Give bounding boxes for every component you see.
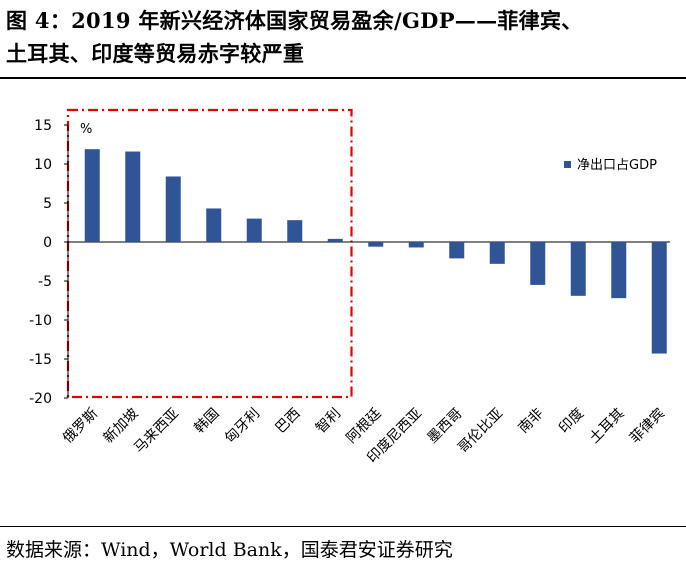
y-tick-label: -15	[29, 352, 52, 368]
legend-swatch	[564, 161, 571, 168]
x-tick-label: 智利	[313, 406, 344, 437]
x-tick-label: 菲律宾	[627, 406, 668, 447]
bar	[246, 218, 262, 242]
x-tick-label: 巴西	[272, 406, 303, 437]
title-divider	[0, 77, 686, 79]
x-tick-label: 俄罗斯	[60, 406, 101, 447]
x-tick-label: 土耳其	[587, 406, 628, 447]
highlight-layer	[66, 108, 353, 399]
title-line-1: 图 4：2019 年新兴经济体国家贸易盈余/GDP——菲律宾、	[6, 8, 583, 33]
x-tick-label: 匈牙利	[222, 406, 263, 447]
bar	[84, 149, 100, 242]
y-tick-label: 10	[34, 157, 52, 173]
x-tick-label: 南非	[515, 406, 546, 437]
highlight-box	[66, 108, 353, 399]
x-tick-label: 印度	[556, 406, 587, 437]
y-tick-label: 15	[34, 118, 52, 134]
bar	[206, 208, 222, 242]
bar	[611, 242, 627, 299]
bar	[449, 242, 465, 259]
x-tick-label: 韩国	[191, 406, 222, 437]
bar	[368, 242, 384, 247]
bar	[530, 242, 546, 285]
y-unit-label: %	[80, 122, 92, 137]
bar	[125, 151, 141, 242]
y-tick-label: -5	[38, 274, 52, 290]
legend-label: 净出口占GDP	[577, 158, 657, 173]
source-divider	[0, 526, 686, 527]
y-tick-label: -10	[29, 313, 52, 329]
y-tick-label: -20	[29, 391, 52, 407]
bar	[651, 242, 667, 354]
legend: 净出口占GDP	[564, 158, 657, 173]
bars	[84, 149, 667, 354]
x-tick-label: 哥伦比亚	[455, 406, 506, 457]
x-tick-label: 马来西亚	[131, 406, 182, 457]
bar	[287, 220, 303, 242]
chart-title: 图 4：2019 年新兴经济体国家贸易盈余/GDP——菲律宾、 土耳其、印度等贸…	[6, 4, 682, 70]
source-note: 数据来源：Wind，World Bank，国泰君安证券研究	[6, 539, 453, 561]
bar	[489, 242, 505, 264]
bar	[327, 238, 343, 242]
bar	[570, 242, 586, 296]
bar	[165, 176, 181, 242]
title-line-2: 土耳其、印度等贸易赤字较严重	[6, 41, 305, 66]
y-tick-label: 0	[43, 235, 52, 251]
y-tick-label: 5	[43, 196, 52, 212]
bar	[408, 242, 424, 248]
